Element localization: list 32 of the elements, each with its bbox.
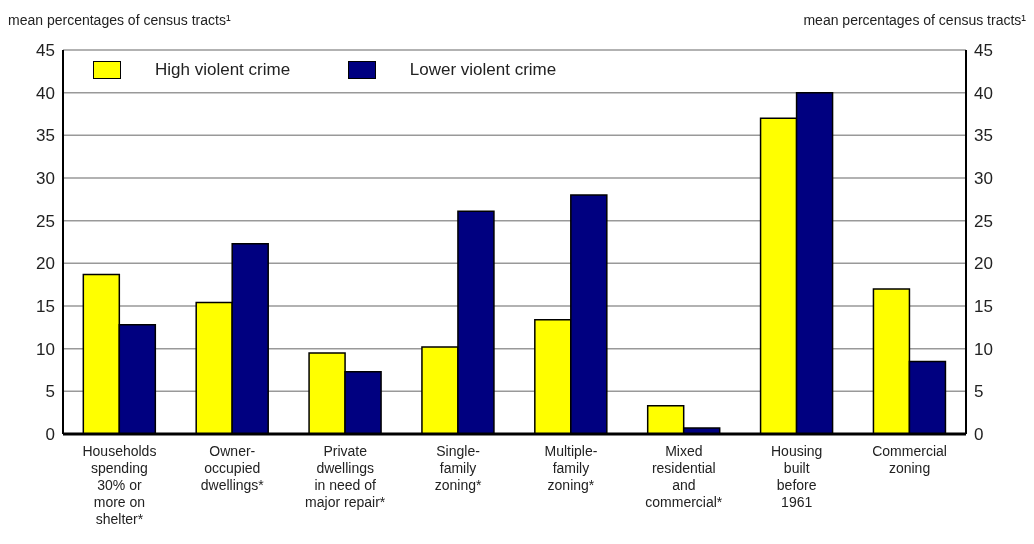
y2-tick-label: 20 bbox=[974, 254, 993, 274]
y2-tick-label: 5 bbox=[974, 382, 984, 402]
x-tick-label: Mixed residential and commercial* bbox=[645, 443, 723, 510]
y-axis-title: mean percentages of census tracts¹ bbox=[8, 12, 231, 28]
legend-label: Lower violent crime bbox=[409, 60, 557, 80]
y-tick-label: 35 bbox=[36, 126, 55, 146]
y-tick-label: 45 bbox=[36, 41, 55, 61]
y-tick-label: 25 bbox=[36, 211, 55, 231]
y2-tick-label: 40 bbox=[974, 83, 993, 103]
y2-tick-label: 10 bbox=[974, 339, 993, 359]
x-tick-label: Commercial zoning bbox=[872, 443, 947, 476]
y2-tick-label: 45 bbox=[974, 41, 993, 61]
x-tick-label: Single- family zoning* bbox=[434, 443, 482, 493]
y-tick-label: 20 bbox=[36, 254, 55, 274]
y-tick-label: 10 bbox=[36, 339, 55, 359]
legend-label: High violent crime bbox=[155, 60, 291, 80]
y2-tick-label: 30 bbox=[974, 169, 993, 189]
y-tick-label: 0 bbox=[45, 425, 55, 445]
y-tick-label: 15 bbox=[36, 297, 55, 317]
y-tick-label: 30 bbox=[36, 169, 55, 189]
y2-axis-title: mean percentages of census tracts¹ bbox=[803, 12, 1026, 28]
x-tick-label: Owner- occupied dwellings* bbox=[200, 443, 265, 493]
y-tick-label: 5 bbox=[45, 382, 55, 402]
y2-tick-label: 15 bbox=[974, 297, 993, 317]
x-tick-label: Housing built before 1961 bbox=[771, 443, 823, 510]
x-tick-label: Private dwellings in need of major repair* bbox=[305, 443, 386, 510]
y-tick-label: 40 bbox=[36, 83, 55, 103]
x-tick-label: Households spending 30% or more on shelter* bbox=[82, 443, 157, 527]
y2-tick-label: 25 bbox=[974, 211, 993, 231]
y2-tick-label: 35 bbox=[974, 126, 993, 146]
x-tick-label: Multiple- family zoning* bbox=[544, 443, 598, 493]
y2-tick-label: 0 bbox=[974, 425, 984, 445]
